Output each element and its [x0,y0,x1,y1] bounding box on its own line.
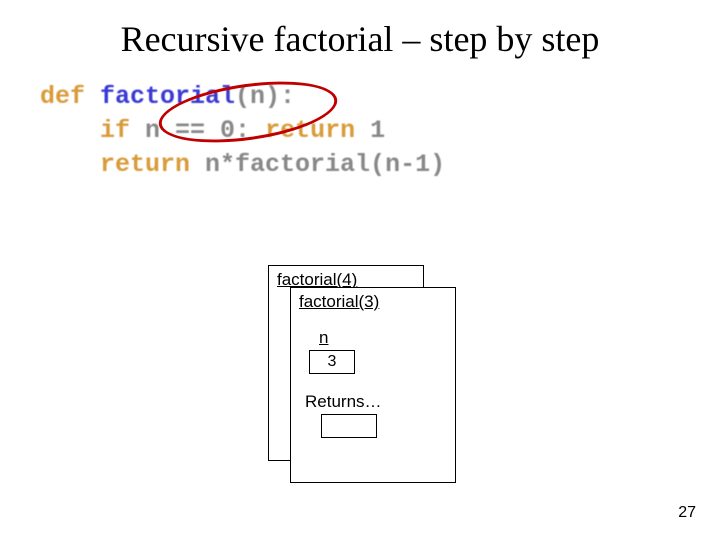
indent-3 [40,150,100,179]
returns-label: Returns… [305,392,443,412]
indent-2 [40,116,100,145]
code-line-3: return n*factorial(n-1) [40,148,445,182]
frame-front-body: n 3 Returns… [291,328,455,438]
slide-title: Recursive factorial – step by step [0,0,720,60]
keyword-if: if [100,116,130,145]
frame-front-title: factorial(3) [291,288,455,314]
stack-frame-front: factorial(3) n 3 Returns… [290,287,456,483]
var-n-box: 3 [309,350,355,374]
var-n-label: n [319,328,443,348]
code-rest-2b: 1 [355,116,385,145]
keyword-def: def [40,82,85,111]
returns-box [321,414,377,438]
page-number: 27 [678,504,696,522]
keyword-return-2: return [100,150,190,179]
code-rest-3: n*factorial(n-1) [190,150,445,179]
